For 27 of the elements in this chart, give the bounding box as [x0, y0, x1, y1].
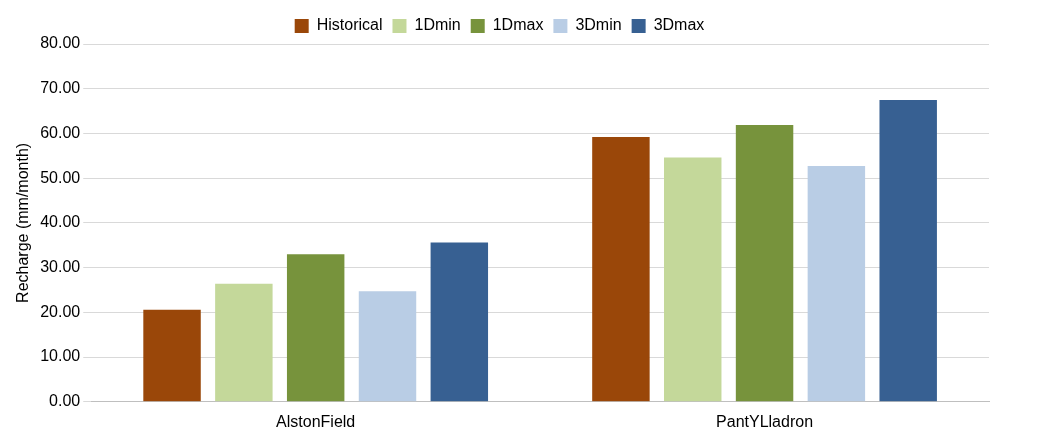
x-tick-label: PantYLladron — [716, 412, 814, 430]
legend-label: Historical — [316, 16, 383, 34]
y-axis-title: Recharge (mm/month) — [14, 142, 32, 303]
bar — [143, 309, 201, 402]
legend-label: 3Dmin — [575, 16, 622, 34]
bar — [664, 157, 722, 402]
bar — [879, 99, 937, 402]
bar — [286, 254, 345, 402]
y-tick-label: 70.00 — [40, 79, 81, 97]
y-tick-label: 10.00 — [40, 347, 81, 365]
y-tick-label: 80.00 — [40, 34, 81, 52]
bar — [215, 283, 273, 402]
legend-label: 1Dmin — [414, 16, 461, 34]
y-tick-label: 20.00 — [40, 302, 81, 320]
bar — [735, 124, 794, 402]
bar — [807, 166, 866, 402]
y-tick-label: 50.00 — [40, 168, 81, 186]
y-tick-label: 40.00 — [40, 213, 81, 231]
bar — [592, 137, 650, 402]
y-tick-label: 0.00 — [49, 392, 81, 410]
legend-label: 3Dmax — [653, 16, 705, 34]
x-tick-label: AlstonField — [276, 412, 356, 430]
bar — [358, 291, 417, 402]
legend-label: 1Dmax — [492, 16, 544, 34]
y-tick-label: 30.00 — [40, 258, 81, 276]
y-tick-label: 60.00 — [40, 123, 81, 141]
bar — [430, 242, 489, 402]
